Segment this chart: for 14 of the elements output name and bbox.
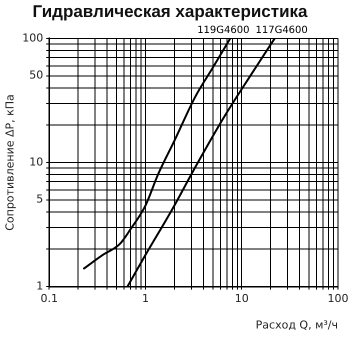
y-tick-label: 100 bbox=[22, 31, 44, 44]
y-tick-label: 10 bbox=[29, 155, 44, 168]
series-label: 117G4600 bbox=[255, 24, 308, 36]
y-tick-label: 1 bbox=[36, 279, 44, 292]
y-tick-label: 50 bbox=[29, 68, 44, 82]
x-tick-label: 10 bbox=[234, 292, 249, 306]
x-axis-title: Расход Q, м³/ч bbox=[256, 318, 338, 332]
y-tick-label: 5 bbox=[36, 192, 44, 206]
x-tick-label: 1 bbox=[142, 292, 149, 306]
series-label: 119G4600 bbox=[197, 24, 250, 36]
y-axis-title: Сопротивление ΔP, кПа bbox=[3, 94, 16, 231]
x-tick-label: 100 bbox=[328, 292, 348, 306]
chart-title: Гидравлическая характеристика bbox=[32, 2, 308, 21]
x-tick-label: 0.1 bbox=[40, 292, 58, 306]
